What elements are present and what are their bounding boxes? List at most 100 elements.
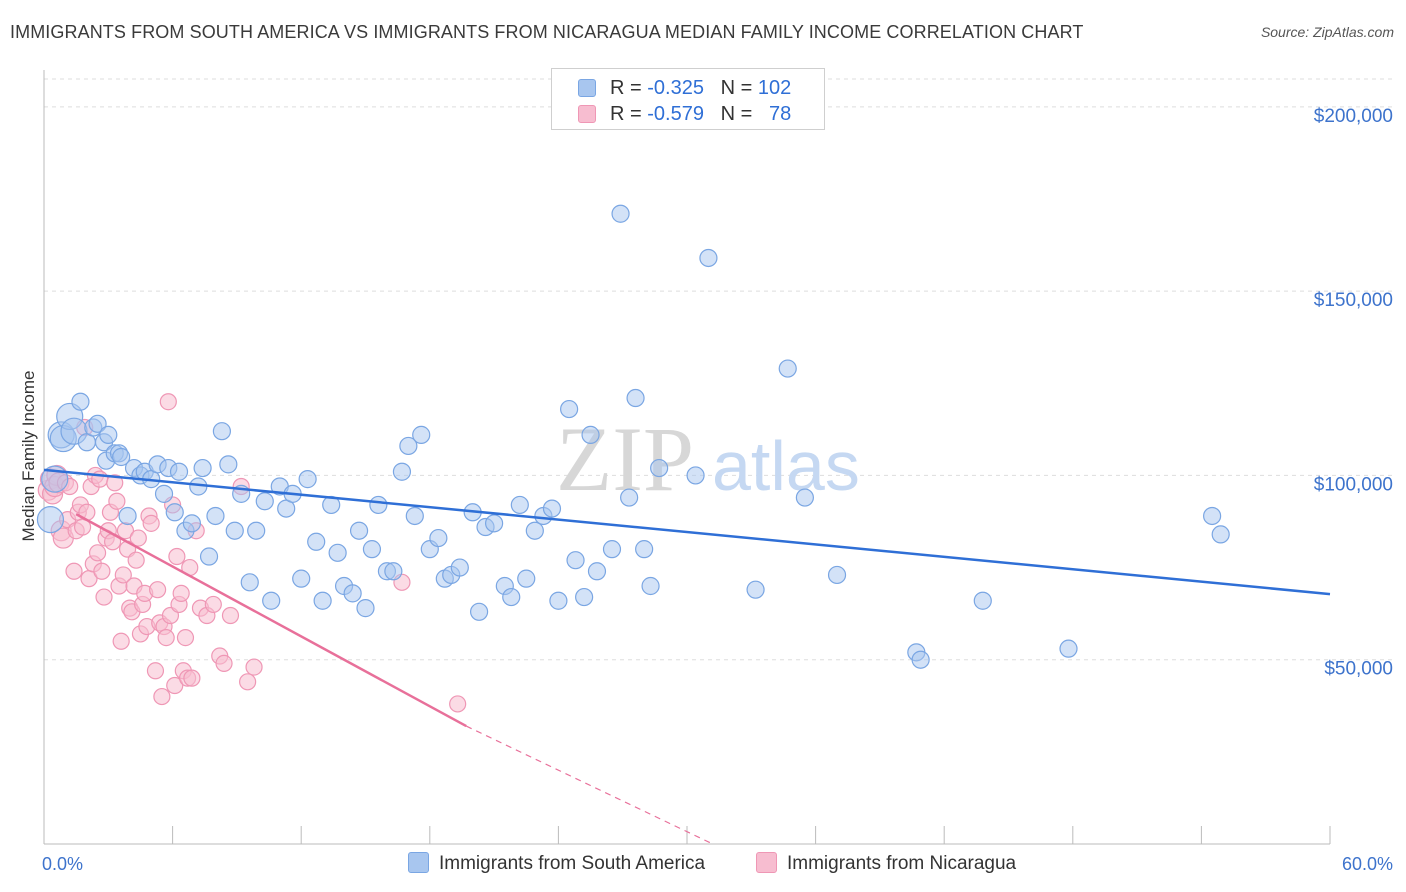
data-point-south-america	[549, 591, 568, 610]
x-axis-tick-labels: 0.0% 60.0%	[42, 854, 1393, 874]
data-point-south-america	[328, 543, 347, 562]
data-point-south-america	[369, 495, 388, 515]
data-point-south-america	[313, 591, 332, 610]
data-point-south-america	[154, 484, 174, 503]
legend-swatch-pink	[578, 105, 596, 123]
data-point-south-america	[542, 499, 562, 518]
data-point-nicaragua	[112, 632, 130, 650]
data-point-south-america	[620, 488, 639, 507]
data-point-nicaragua	[176, 628, 195, 647]
legend-label: Immigrants from Nicaragua	[787, 853, 1017, 874]
r-label: R =	[610, 103, 648, 125]
axes	[43, 70, 1331, 845]
data-point-south-america	[399, 436, 418, 456]
data-point-south-america	[412, 425, 431, 444]
data-point-south-america	[626, 388, 645, 408]
data-point-south-america	[292, 569, 311, 588]
y-tick-label: $100,000	[1314, 474, 1393, 495]
grid-lines	[44, 78, 1392, 661]
data-point-south-america	[560, 399, 579, 419]
data-point-south-america	[502, 587, 521, 607]
data-point-nicaragua	[172, 584, 190, 602]
chart-source: Source: ZipAtlas.com	[1260, 24, 1394, 40]
data-point-nicaragua	[142, 514, 160, 532]
data-point-south-america	[911, 650, 930, 669]
data-point-south-america	[1211, 525, 1230, 544]
data-point-south-america	[112, 447, 131, 467]
correlation-legend: R = -0.325 N = 102 R = -0.579 N = 78	[551, 68, 825, 130]
data-point-nicaragua	[239, 673, 257, 691]
data-point-south-america	[699, 248, 718, 268]
data-point-south-america	[510, 495, 529, 515]
data-point-south-america	[602, 540, 622, 559]
data-point-south-america	[485, 514, 504, 533]
data-point-south-america	[212, 422, 231, 441]
data-point-south-america	[240, 573, 259, 592]
data-point-nicaragua	[215, 654, 233, 673]
data-point-south-america	[581, 425, 600, 444]
data-point-nicaragua	[108, 492, 126, 510]
data-point-south-america	[71, 392, 90, 411]
r-value: -0.579	[647, 103, 704, 125]
data-point-south-america	[587, 562, 607, 581]
n-value: 102	[757, 77, 792, 99]
data-point-nicaragua	[153, 687, 171, 706]
data-point-south-america	[392, 462, 412, 481]
n-value: 78	[769, 103, 792, 125]
data-point-nicaragua	[65, 562, 83, 580]
r-label: R =	[610, 77, 648, 99]
data-point-nicaragua	[106, 474, 124, 492]
x-tick-label: 60.0%	[1342, 854, 1393, 874]
data-point-south-america	[650, 458, 669, 478]
data-point-south-america	[827, 565, 847, 585]
data-point-south-america	[219, 455, 238, 474]
legend-nicaragua: Immigrants from Nicaragua	[756, 852, 1016, 875]
data-point-south-america	[343, 584, 362, 603]
data-point-nicaragua	[146, 662, 165, 680]
data-point-south-america	[641, 576, 660, 596]
data-point-nicaragua	[168, 547, 186, 566]
data-point-nicaragua	[114, 566, 132, 584]
data-point-nicaragua	[449, 695, 467, 713]
data-point-south-america	[686, 466, 705, 485]
data-point-nicaragua	[148, 581, 167, 599]
data-point-south-america	[307, 532, 326, 551]
n-label: N =	[720, 103, 758, 125]
data-point-south-america	[349, 521, 369, 540]
data-point-south-america	[575, 587, 594, 607]
data-point-nicaragua	[183, 669, 201, 687]
data-point-south-america	[118, 506, 137, 526]
y-tick-label: $200,000	[1314, 106, 1393, 127]
data-point-nicaragua	[245, 658, 263, 676]
data-point-south-america	[206, 506, 225, 526]
data-point-nicaragua	[157, 628, 175, 647]
y-tick-label: $150,000	[1314, 290, 1393, 311]
data-point-south-america	[973, 591, 992, 610]
south-america-points	[36, 204, 1230, 669]
data-point-nicaragua	[221, 606, 240, 625]
data-point-south-america	[262, 591, 281, 610]
data-point-south-america	[469, 602, 489, 621]
data-point-south-america	[384, 562, 403, 581]
zipatlas-watermark: ZIP atlas	[556, 408, 860, 510]
chart-title: IMMIGRANTS FROM SOUTH AMERICA VS IMMIGRA…	[10, 22, 1084, 42]
data-point-south-america	[795, 488, 814, 507]
data-point-south-america	[525, 521, 544, 540]
data-point-south-america	[611, 204, 630, 223]
data-point-south-america	[517, 569, 536, 588]
data-point-nicaragua	[93, 562, 111, 580]
data-point-south-america	[450, 558, 469, 577]
legend-swatch-blue	[408, 852, 429, 873]
data-point-south-america	[635, 540, 654, 559]
data-point-south-america	[199, 547, 219, 566]
data-point-south-america	[88, 414, 107, 433]
data-point-south-america	[193, 458, 212, 478]
data-point-nicaragua	[129, 529, 147, 547]
data-point-nicaragua	[204, 595, 222, 614]
trend-line-south-america	[43, 468, 1331, 596]
legend-label: Immigrants from South America	[439, 853, 706, 874]
data-point-south-america	[298, 470, 317, 489]
data-point-south-america	[746, 580, 765, 599]
y-axis-tick-labels: $50,000 $100,000 $150,000 $200,000	[1314, 106, 1393, 680]
data-point-south-america	[169, 462, 189, 481]
